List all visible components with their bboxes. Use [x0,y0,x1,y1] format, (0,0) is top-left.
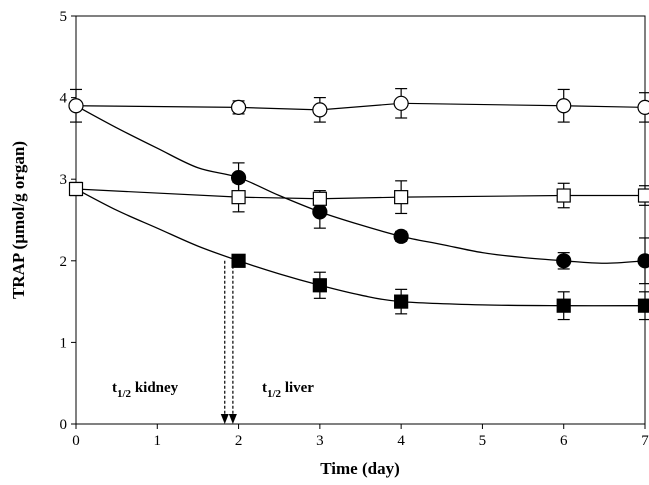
data-point-filled-circle [637,253,649,269]
data-point-open-square [231,190,246,205]
half-life-arrowhead-1 [220,414,229,424]
data-point-open-square [637,188,649,203]
series-line-1 [75,102,646,111]
data-point-filled-square [637,298,649,313]
fitted-curves [75,105,646,307]
x-tick-label-7: 7 [641,433,649,449]
x-axis-ticks: 0 1 2 3 4 5 6 7 [72,424,649,449]
data-point-filled-circle [230,169,247,186]
y-tick-label-3: 3 [60,172,68,188]
x-tick-label-0: 0 [72,433,80,449]
data-point-open-square [556,188,571,203]
y-axis-ticks: 0 1 2 3 4 5 [60,9,76,433]
y-tick-label-4: 4 [60,91,68,107]
data-point-open-square [68,181,84,197]
x-tick-label-4: 4 [397,433,405,449]
half-life-label-2: t1/2 liver [262,380,314,400]
y-tick-label-0: 0 [60,417,68,433]
data-markers [68,95,649,313]
y-tick-label-2: 2 [60,254,68,270]
data-point-open-circle [68,98,84,114]
x-axis-title: Time (day) [320,459,400,478]
series-line-3 [75,188,645,200]
x-tick-label-6: 6 [560,433,568,449]
half-life-arrows [220,260,237,424]
data-point-filled-square [231,253,246,268]
data-point-filled-square [312,278,327,293]
y-axis-title: TRAP (µmol/g organ) [9,141,28,299]
data-point-filled-circle [393,228,409,244]
half-life-label-1: t1/2 kidney [112,380,179,400]
y-tick-label-1: 1 [60,335,68,351]
data-point-filled-circle [312,204,328,220]
x-tick-label-2: 2 [235,433,243,449]
data-point-filled-circle [556,253,572,269]
data-point-open-circle [556,98,572,114]
data-point-filled-square [556,298,571,313]
data-point-open-circle [393,95,409,111]
half-life-arrowhead-2 [228,414,237,424]
data-point-open-square [394,190,409,205]
data-point-filled-square [394,294,409,309]
data-point-open-square [312,191,327,206]
data-point-open-circle [230,99,247,115]
data-point-open-circle [637,99,649,115]
x-tick-label-1: 1 [154,433,162,449]
fitted-curve-2 [75,188,646,307]
y-tick-label-5: 5 [60,9,68,25]
x-tick-label-5: 5 [479,433,487,449]
data-point-open-circle [312,102,328,118]
half-life-labels: t1/2 kidney t1/2 liver [112,380,314,400]
series-lines [75,102,646,200]
x-tick-label-3: 3 [316,433,324,449]
fitted-curve-1 [75,105,646,264]
error-bars [70,88,649,321]
plot-frame [75,15,646,425]
plot-area-border [75,15,646,425]
